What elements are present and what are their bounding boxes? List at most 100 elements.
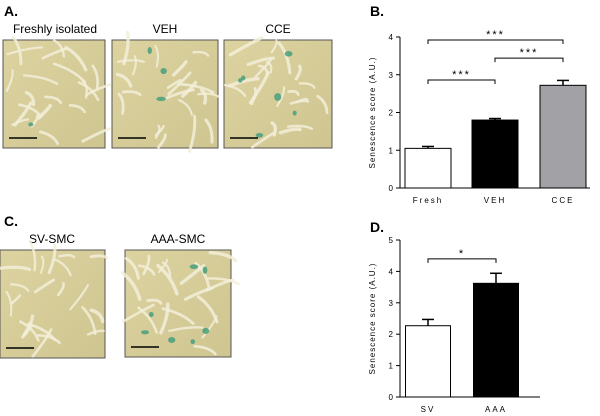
cell [316,94,329,115]
cell [81,127,111,143]
cell [142,254,151,276]
cell [166,78,182,89]
stained-cell [141,330,150,335]
cell [287,89,300,96]
cell [188,114,197,153]
stained-cell [156,96,166,102]
y-tick-label: 3 [389,71,394,80]
cell [137,264,156,276]
bar [539,84,587,189]
panel-label: B. [370,3,384,19]
cell [177,82,215,94]
stained-cell [168,336,176,344]
cell [22,314,35,337]
cell [31,328,53,358]
cell [85,83,112,97]
bar-chart: 0 1 2 3 4 5 Senescence score (A.U.) SV AAA * [368,236,540,414]
cell [91,64,99,90]
x-tick-label: Fresh [413,196,443,205]
micrograph-bg [124,249,232,358]
cell [277,41,292,75]
bar [471,119,519,189]
stained-cell [274,93,282,101]
cell [36,103,52,120]
cell [116,59,146,63]
stained-cell [28,122,34,127]
cell [47,243,57,275]
cell [13,101,33,127]
panel-label: C. [4,213,18,229]
cell [117,92,125,115]
cell [167,71,192,96]
cell [89,308,105,324]
cell [276,86,286,108]
panel-label: A. [4,3,18,19]
significance-bracket [427,79,496,85]
x-tick-label: SV [421,405,436,414]
significance-bracket [494,57,564,63]
cell [251,131,276,149]
y-axis-label: Senescence score (A.U.) [368,263,377,375]
cell [146,298,163,305]
significance-label: *** [520,47,539,59]
y-tick-label: 0 [389,184,394,193]
significance-label: *** [452,69,471,81]
cell [58,254,76,259]
image-caption: SV-SMC [29,232,75,246]
cell [39,255,45,274]
cell [24,90,36,107]
cell [124,256,140,280]
stained-cell [202,327,210,335]
cell [207,277,240,286]
cell [171,60,188,77]
y-tick-label: 1 [389,146,394,155]
cell [295,97,309,104]
micrograph [223,36,333,149]
cell [298,82,316,89]
cell [193,344,217,356]
y-tick-label: 0 [389,393,394,402]
cell [286,124,314,131]
stained-cell [160,68,167,75]
image-caption: Freshly isolated [13,22,97,36]
image-caption: VEH [153,22,178,36]
bar [405,325,451,398]
image-caption: AAA-SMC [151,232,206,246]
cell [208,250,238,263]
cell [223,83,247,97]
cell [199,88,208,105]
cell [9,283,30,292]
cell [36,334,61,345]
cell [69,284,89,311]
cell [33,278,55,294]
cell [278,127,302,135]
stained-cell [284,51,293,57]
stained-cell [255,133,264,138]
cell [194,261,211,290]
significance-bracket [427,39,564,45]
cell [157,133,167,149]
bar [404,147,452,189]
micrograph [120,249,240,358]
bar-chart: 0 1 2 3 4 Senescence score (A.U.) Fresh VEH CCE *… [368,29,590,205]
cell [246,56,276,67]
cell [44,95,63,105]
cell [57,282,65,297]
cell [115,72,133,88]
cell [137,306,158,334]
stained-cell [189,264,199,269]
cell [132,55,137,76]
cell [248,70,270,105]
stained-cell [241,75,246,81]
x-tick-label: CCE [552,196,575,205]
cell [183,286,214,301]
cell [177,99,193,116]
cell [89,254,109,260]
stained-cell [190,339,196,345]
cell [10,294,22,305]
bar [473,282,519,398]
panel-label: D. [370,219,384,235]
y-tick-label: 3 [389,299,394,308]
cell [294,64,302,81]
